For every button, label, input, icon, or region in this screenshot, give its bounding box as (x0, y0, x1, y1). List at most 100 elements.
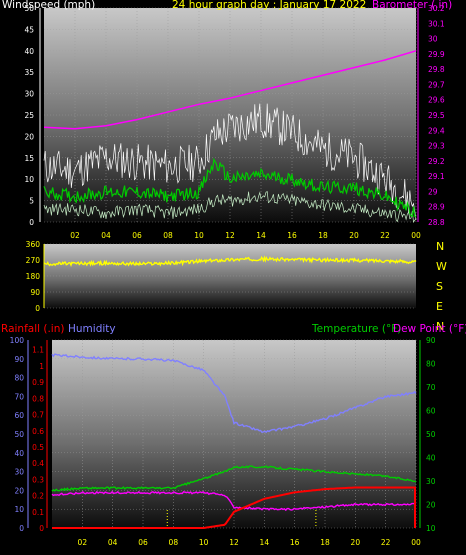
wind-ytick-50: 50 (24, 4, 34, 13)
wind-xtick-00: 00 (411, 231, 421, 240)
baro-ytick-29.5: 29.5 (428, 111, 445, 120)
dir-ytick-270: 270 (26, 256, 41, 265)
climate-axes: 010203040506070809010000.10.20.30.40.50.… (10, 336, 436, 547)
wind-ytick-25: 25 (24, 111, 34, 120)
climate-xtick-12: 12 (229, 538, 239, 547)
wind-ytick-40: 40 (24, 47, 34, 56)
rain-ytick-0.5: 0.5 (32, 443, 44, 452)
direction-letter-w: W (436, 260, 447, 273)
barometer-label: Barometer (.in) (372, 0, 452, 11)
wind-xtick-14: 14 (256, 231, 266, 240)
rain-ytick-0.8: 0.8 (32, 394, 44, 403)
direction-axes: 0 90 180 270 360 (26, 240, 45, 313)
rain-ytick-0.1: 0.1 (32, 508, 44, 517)
rain-ytick-1.1: 1.1 (32, 346, 44, 355)
humidity-ytick-50: 50 (14, 430, 24, 439)
climate-xtick-08: 08 (169, 538, 179, 547)
climate-xtick-02: 02 (78, 538, 88, 547)
baro-ytick-29.3: 29.3 (428, 142, 445, 151)
temp-ytick-40: 40 (426, 454, 436, 463)
temp-ytick-10: 10 (426, 524, 436, 533)
baro-ytick-30.2: 30.2 (428, 4, 445, 13)
wind-xtick-18: 18 (318, 231, 328, 240)
baro-ytick-28.8: 28.8 (428, 218, 445, 227)
temp-ytick-90: 90 (426, 336, 436, 345)
wind-ytick-30: 30 (24, 90, 34, 99)
direction-letter-n-bottom: N (436, 320, 444, 333)
rain-ytick-1: 1 (39, 362, 44, 371)
temp-ytick-70: 70 (426, 383, 436, 392)
rain-ytick-0.3: 0.3 (32, 475, 44, 484)
wind-xtick-16: 16 (287, 231, 297, 240)
climate-series (51, 353, 417, 529)
baro-ytick-29.7: 29.7 (428, 80, 445, 89)
baro-ytick-29: 29 (428, 187, 438, 196)
dewpoint-label: Dew Point (°F) (393, 323, 466, 335)
wind-ytick-35: 35 (24, 68, 34, 77)
direction-series (43, 255, 417, 268)
barometer-line (43, 50, 417, 130)
humidity-ytick-80: 80 (14, 374, 24, 383)
climate-grid (52, 339, 417, 529)
rain-ytick-0.4: 0.4 (32, 459, 44, 468)
humidity-ytick-60: 60 (14, 411, 24, 420)
wind-axes: 0 5 10 15 20 25 30 35 40 45 50 28.8 28.9 29 29.1 29.2 29… (24, 4, 444, 240)
baro-ytick-30.1: 30.1 (428, 19, 445, 28)
humidity-ytick-30: 30 (14, 468, 24, 477)
humidity-ytick-10: 10 (14, 505, 24, 514)
humidity-ytick-20: 20 (14, 486, 24, 495)
baro-ytick-28.9: 28.9 (428, 203, 445, 212)
humidity-ytick-0: 0 (19, 524, 24, 533)
wind-ytick-45: 45 (24, 25, 34, 34)
humidity-ytick-40: 40 (14, 449, 24, 458)
temperature-line (51, 465, 417, 492)
climate-xtick-04: 04 (108, 538, 118, 547)
humidity-ytick-70: 70 (14, 392, 24, 401)
climate-xtick-14: 14 (260, 538, 270, 547)
baro-ytick-29.8: 29.8 (428, 65, 445, 74)
rain-ytick-0.9: 0.9 (32, 378, 44, 387)
dir-ytick-90: 90 (30, 288, 40, 297)
climate-xtick-20: 20 (351, 538, 361, 547)
baro-ytick-29.9: 29.9 (428, 50, 445, 59)
temperature-label: Temperature (°F) (311, 323, 401, 335)
climate-xtick-10: 10 (199, 538, 209, 547)
baro-ytick-29.2: 29.2 (428, 157, 445, 166)
humidity-ytick-100: 100 (10, 336, 25, 345)
climate-xtick-22: 22 (381, 538, 391, 547)
wind-direction-line (43, 255, 417, 268)
baro-ytick-29.6: 29.6 (428, 96, 445, 105)
rain-ytick-0: 0 (39, 524, 44, 533)
temp-ytick-20: 20 (426, 501, 436, 510)
dir-ytick-180: 180 (26, 272, 41, 281)
rainfall-line (52, 486, 416, 529)
wind-ytick-10: 10 (24, 175, 34, 184)
windspeed-label: Windspeed (mph) (2, 0, 95, 11)
wind-gust-line (43, 103, 417, 220)
rain-ytick-0.2: 0.2 (32, 492, 44, 501)
dir-ytick-0: 0 (35, 304, 40, 313)
wind-avg-line (43, 157, 417, 218)
baro-ytick-30: 30 (428, 35, 438, 44)
humidity-ytick-90: 90 (14, 355, 24, 364)
wind-ytick-0: 0 (29, 218, 34, 227)
wind-xtick-20: 20 (349, 231, 359, 240)
temp-ytick-30: 30 (426, 477, 436, 486)
baro-ytick-29.4: 29.4 (428, 126, 445, 135)
wind-grid (44, 7, 417, 223)
chart-title: 24 hour graph day : January 17 2022 (172, 0, 366, 11)
direction-letter-e: E (436, 300, 443, 313)
wind-ytick-15: 15 (24, 154, 34, 163)
humidity-label: Humidity (68, 323, 116, 335)
direction-letter-s: S (436, 280, 443, 293)
wind-ytick-5: 5 (29, 197, 34, 206)
wind-xtick-22: 22 (380, 231, 390, 240)
humidity-line (51, 353, 417, 434)
wind-min-line (43, 191, 417, 224)
wind-xtick-04: 04 (101, 231, 111, 240)
climate-xtick-16: 16 (290, 538, 300, 547)
climate-xtick-00: 00 (411, 538, 421, 547)
climate-xtick-06: 06 (138, 538, 148, 547)
temp-ytick-50: 50 (426, 430, 436, 439)
